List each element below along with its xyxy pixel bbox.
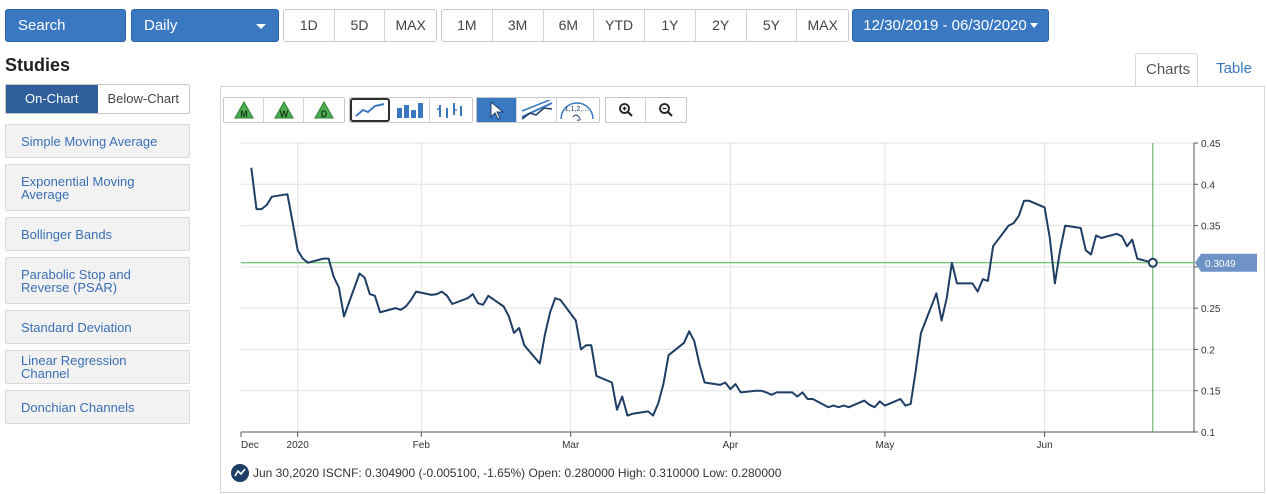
monthly-icon: M bbox=[233, 100, 254, 119]
date-range-picker[interactable]: 12/30/2019 - 06/30/2020 bbox=[852, 9, 1049, 42]
fibonacci-tool-button[interactable]: 1,1,2,… bbox=[557, 98, 597, 122]
svg-text:W: W bbox=[279, 109, 288, 119]
line-chart-icon bbox=[355, 103, 385, 117]
search-symbol-button[interactable]: Search Symbol bbox=[5, 9, 126, 65]
chart-legend: Jun 30,2020 ISCNF: 0.304900 (-0.005100, … bbox=[231, 463, 781, 483]
zoom-out-button[interactable] bbox=[646, 98, 686, 122]
pointer-tool-button[interactable] bbox=[477, 98, 517, 122]
chevron-down-icon bbox=[1029, 23, 1038, 28]
trendline-tool-button[interactable] bbox=[517, 98, 557, 122]
drawing-tools: 1,1,2,… bbox=[476, 97, 600, 123]
y-tick-label: 0.2 bbox=[1201, 345, 1215, 356]
x-tick-label: Feb bbox=[413, 440, 431, 451]
y-tick-label: 0.25 bbox=[1201, 304, 1221, 315]
range-3m-button[interactable]: 3M bbox=[493, 10, 544, 41]
svg-text:1,1,2,…: 1,1,2,… bbox=[565, 106, 590, 113]
zoom-tools bbox=[605, 97, 687, 123]
study-standard-deviation[interactable]: Standard Deviation bbox=[5, 310, 190, 344]
last-price-label: 0.3049 bbox=[1205, 259, 1236, 270]
svg-text:D: D bbox=[321, 109, 328, 119]
chart-panel: M W D bbox=[220, 86, 1265, 493]
y-tick-label: 0.15 bbox=[1201, 387, 1221, 398]
y-tick-label: 0.1 bbox=[1201, 428, 1215, 439]
tab-below-chart[interactable]: Below-Chart bbox=[107, 91, 180, 106]
range-1y-button[interactable]: 1Y bbox=[645, 10, 696, 41]
last-price-tag: 0.3049 bbox=[1195, 253, 1257, 272]
bar-chart-icon bbox=[396, 103, 423, 118]
y-tick-label: 0.35 bbox=[1201, 222, 1221, 233]
daily-frequency-button[interactable]: D bbox=[304, 98, 344, 122]
date-range-value: 12/30/2019 - 06/30/2020 bbox=[863, 17, 1027, 34]
x-tick-label: Jun bbox=[1037, 440, 1053, 451]
weekly-frequency-button[interactable]: W bbox=[264, 98, 304, 122]
range-1d-button[interactable]: 1D bbox=[284, 10, 335, 41]
range-1m-button[interactable]: 1M bbox=[442, 10, 493, 41]
tab-on-chart[interactable]: On-Chart bbox=[6, 85, 98, 113]
price-chart[interactable]: 0.10.150.20.250.30.350.40.45Dec2020FebMa… bbox=[221, 87, 1264, 457]
bar-chart-button[interactable] bbox=[390, 98, 430, 122]
range-max-intraday-button[interactable]: MAX bbox=[395, 17, 426, 33]
ohlc-chart-icon bbox=[437, 103, 462, 118]
fibonacci-icon: 1,1,2,… bbox=[560, 102, 594, 121]
x-tick-label: 2020 bbox=[287, 440, 310, 451]
x-tick-label: Apr bbox=[723, 440, 739, 451]
study-tabs: On-Chart Below-Chart bbox=[5, 84, 190, 114]
price-series-line bbox=[250, 167, 1154, 417]
x-tick-label: Mar bbox=[562, 440, 580, 451]
y-tick-label: 0.45 bbox=[1201, 139, 1221, 150]
chart-type-tools bbox=[349, 97, 473, 123]
ohlc-chart-button[interactable] bbox=[430, 98, 470, 122]
last-price-marker bbox=[1147, 257, 1158, 268]
study-exponential-moving-average[interactable]: Exponential Moving Average bbox=[5, 164, 190, 211]
range-6m-button[interactable]: 6M bbox=[544, 10, 595, 41]
line-series-icon bbox=[231, 464, 249, 482]
x-tick-label: Dec bbox=[241, 440, 259, 451]
study-donchian-channels[interactable]: Donchian Channels bbox=[5, 390, 190, 424]
pointer-icon bbox=[490, 100, 504, 120]
chevron-down-icon bbox=[256, 24, 266, 29]
studies-title: Studies bbox=[5, 55, 71, 75]
tab-table[interactable]: Table bbox=[1216, 60, 1252, 77]
trendline-icon bbox=[521, 100, 552, 120]
weekly-icon: W bbox=[273, 100, 294, 119]
zoom-in-icon bbox=[618, 103, 633, 117]
range-ytd-button[interactable]: YTD bbox=[594, 10, 645, 41]
svg-text:M: M bbox=[240, 109, 248, 119]
x-tick-label: May bbox=[875, 440, 894, 451]
range-max-button[interactable]: MAX bbox=[807, 17, 838, 33]
study-simple-moving-average[interactable]: Simple Moving Average bbox=[5, 124, 190, 158]
range-2y-button[interactable]: 2Y bbox=[696, 10, 747, 41]
range-5d-button[interactable]: 5D bbox=[335, 10, 386, 41]
monthly-frequency-button[interactable]: M bbox=[224, 98, 264, 122]
legend-text: Jun 30,2020 ISCNF: 0.304900 (-0.005100, … bbox=[253, 466, 782, 480]
range-5y-button[interactable]: 5Y bbox=[747, 10, 798, 41]
y-tick-label: 0.4 bbox=[1201, 180, 1215, 191]
daily-icon: D bbox=[314, 100, 334, 119]
range-group-historical: 1M 3M 6M YTD 1Y 2Y 5Y MAX bbox=[441, 9, 849, 42]
zoom-in-button[interactable] bbox=[606, 98, 646, 122]
study-parabolic-sar[interactable]: Parabolic Stop and Reverse (PSAR) bbox=[5, 257, 190, 304]
study-bollinger-bands[interactable]: Bollinger Bands bbox=[5, 217, 190, 251]
interval-select[interactable]: Daily bbox=[131, 9, 279, 42]
study-linear-regression-channel[interactable]: Linear Regression Channel bbox=[5, 350, 190, 384]
interval-select-value: Daily bbox=[144, 17, 178, 34]
zoom-out-icon bbox=[659, 103, 673, 117]
tab-charts[interactable]: Charts bbox=[1135, 53, 1198, 87]
frequency-tools: M W D bbox=[223, 97, 345, 123]
range-group-intraday: 1D 5D MAX bbox=[283, 9, 437, 42]
line-chart-button[interactable] bbox=[350, 98, 390, 122]
